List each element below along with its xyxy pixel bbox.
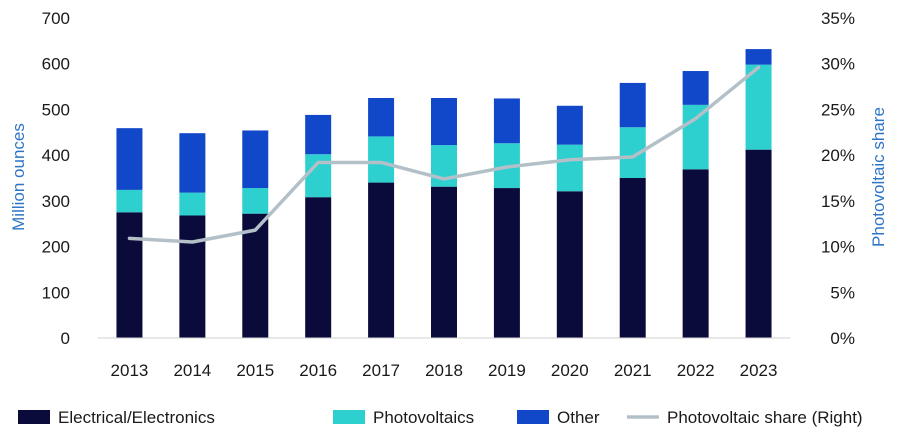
bar-electrical-electronics-2020 — [556, 191, 583, 338]
x-tick-label: 2017 — [362, 361, 400, 380]
bar-other-2016 — [305, 114, 332, 155]
y-tick-label: 600 — [42, 55, 70, 74]
x-tick-label: 2016 — [299, 361, 337, 380]
y2-tick-label: 20% — [821, 146, 855, 165]
y2-tick-label: 30% — [821, 55, 855, 74]
y-tick-label: 0 — [61, 329, 70, 348]
bar-photovoltaics-2016 — [305, 154, 332, 198]
bar-electrical-electronics-2021 — [619, 178, 646, 338]
right-y-tick-labels: 0% 5% 10% 15% 20% 25% 30% 35% — [821, 9, 855, 348]
y-tick-label: 500 — [42, 100, 70, 119]
y2-tick-label: 25% — [821, 100, 855, 119]
bar-photovoltaics-2023 — [745, 64, 772, 150]
y-tick-label: 100 — [42, 283, 70, 302]
y-tick-label: 300 — [42, 192, 70, 211]
share-line-layer — [127, 65, 761, 244]
legend: Electrical/Electronics Photovoltaics Other… — [18, 408, 863, 427]
x-tick-label: 2018 — [425, 361, 463, 380]
bar-other-2020 — [556, 105, 583, 145]
x-tick-labels: 2013 2014 2015 2016 2017 2018 2019 2020 2021 2022… — [111, 361, 778, 380]
bar-photovoltaics-2017 — [368, 136, 395, 183]
y-tick-label: 700 — [42, 9, 70, 28]
left-y-tick-labels: 0 100 200 300 400 500 600 700 — [42, 9, 70, 348]
x-tick-label: 2022 — [677, 361, 715, 380]
bars — [116, 49, 772, 338]
y-tick-label: 400 — [42, 146, 70, 165]
bar-electrical-electronics-2017 — [368, 182, 395, 338]
y-axis-title: Million ounces — [9, 123, 28, 231]
bar-photovoltaics-2015 — [242, 188, 269, 214]
legend-swatch — [18, 410, 50, 424]
x-tick-label: 2013 — [111, 361, 149, 380]
legend-swatch — [333, 410, 365, 424]
legend-label: Photovoltaics — [373, 408, 474, 427]
x-tick-label: 2021 — [614, 361, 652, 380]
legend-label: Photovoltaic share (Right) — [667, 408, 863, 427]
bar-other-2023 — [745, 49, 772, 65]
legend-label: Other — [557, 408, 600, 427]
bar-other-2015 — [242, 130, 269, 189]
bar-other-2019 — [493, 98, 520, 144]
bar-electrical-electronics-2022 — [682, 169, 709, 338]
bar-photovoltaics-2013 — [116, 189, 143, 213]
y-tick-label: 200 — [42, 238, 70, 257]
bar-electrical-electronics-2019 — [493, 188, 520, 338]
y2-tick-label: 35% — [821, 9, 855, 28]
legend-swatch — [517, 410, 549, 424]
bar-other-2018 — [431, 98, 457, 146]
bar-other-2013 — [116, 128, 143, 190]
x-tick-label: 2015 — [236, 361, 274, 380]
bar-other-2022 — [682, 71, 709, 105]
bar-electrical-electronics-2018 — [431, 186, 457, 338]
bar-electrical-electronics-2014 — [179, 215, 206, 338]
bar-other-2017 — [368, 98, 395, 137]
y2-tick-label: 10% — [821, 238, 855, 257]
bar-electrical-electronics-2023 — [745, 149, 772, 338]
x-tick-label: 2023 — [740, 361, 778, 380]
bar-other-2014 — [179, 133, 206, 193]
bar-electrical-electronics-2013 — [116, 212, 143, 338]
y2-tick-label: 15% — [821, 192, 855, 211]
bar-other-2021 — [619, 82, 646, 128]
bar-photovoltaics-2014 — [179, 192, 206, 216]
x-tick-label: 2019 — [488, 361, 526, 380]
legend-label: Electrical/Electronics — [58, 408, 215, 427]
y2-axis-title: Photovoltaic share — [869, 107, 888, 247]
y2-tick-label: 0% — [830, 329, 855, 348]
x-tick-label: 2020 — [551, 361, 589, 380]
bar-photovoltaics-2022 — [682, 104, 709, 170]
bar-electrical-electronics-2016 — [305, 197, 332, 338]
bar-photovoltaics-2020 — [556, 144, 583, 192]
y2-tick-label: 5% — [830, 283, 855, 302]
bar-electrical-electronics-2015 — [242, 213, 269, 338]
x-tick-label: 2014 — [173, 361, 211, 380]
